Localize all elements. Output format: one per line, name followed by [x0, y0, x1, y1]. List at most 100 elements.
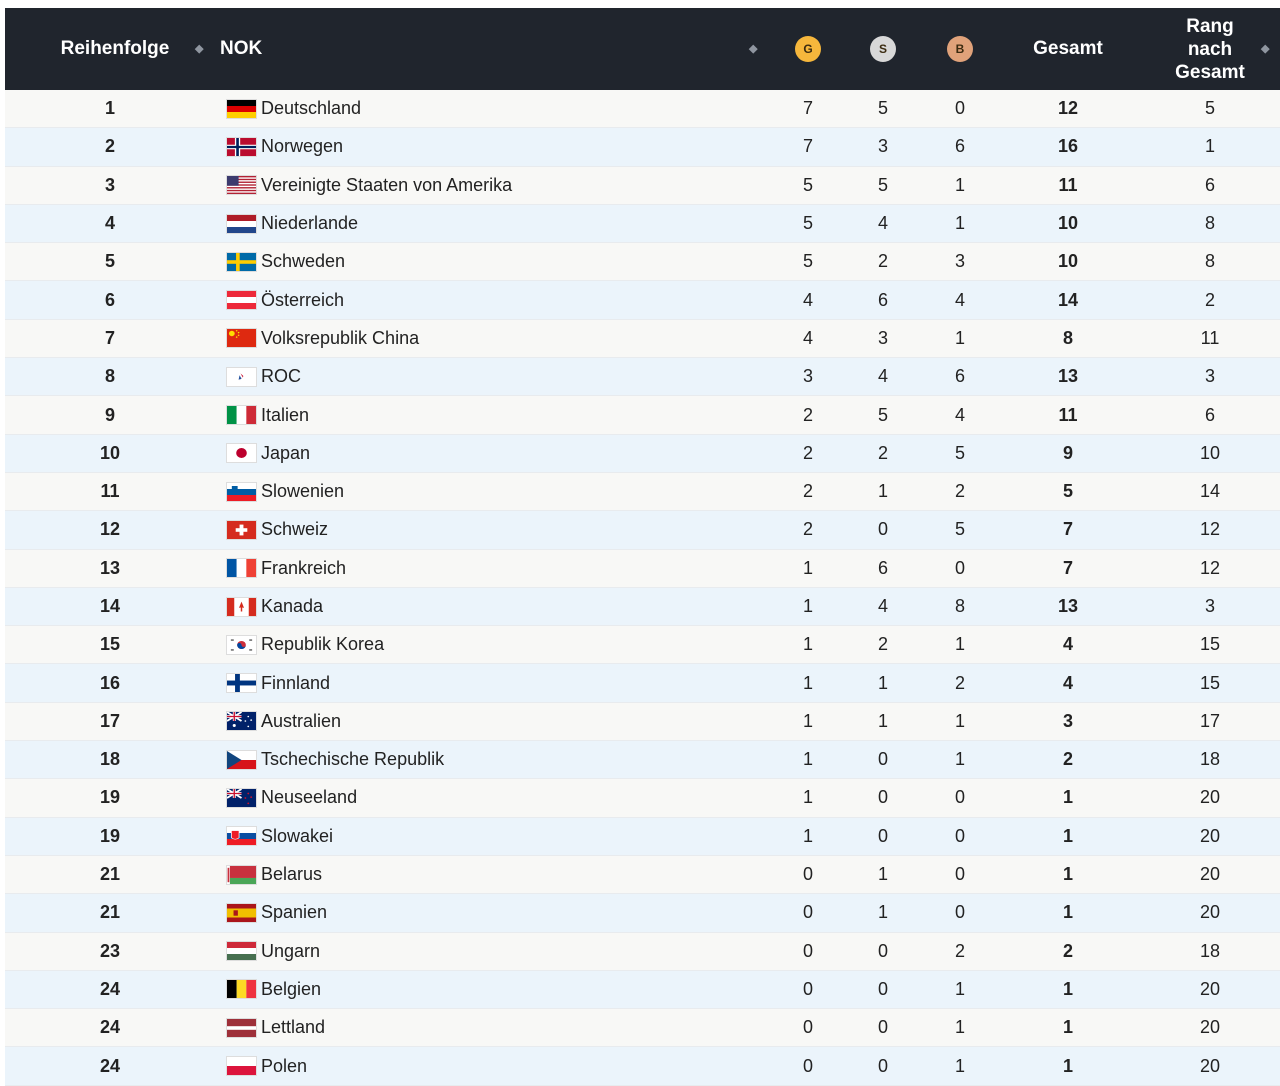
sort-icon[interactable]: ◆ — [195, 43, 204, 55]
nok-cell: Norwegen — [226, 128, 746, 165]
usa-flag — [226, 175, 257, 196]
bronze-count: 1 — [954, 1055, 965, 1076]
total-count: 7 — [1062, 557, 1073, 578]
country-name[interactable]: Lettland — [261, 1017, 326, 1038]
country-name[interactable]: Slowenien — [261, 481, 345, 502]
table-row[interactable]: 21 Belarus 0 1 0 1 20 — [5, 855, 1280, 895]
country-name[interactable]: Belarus — [261, 864, 323, 885]
table-row[interactable]: 7 Volksrepublik China 4 3 1 8 11 — [5, 319, 1280, 359]
table-row[interactable]: 2 Norwegen 7 3 6 16 1 — [5, 128, 1280, 167]
sort-icon[interactable]: ◆ — [749, 43, 758, 55]
table-row[interactable]: 23 Ungarn 0 0 2 2 18 — [5, 932, 1280, 971]
switzerland-flag — [226, 519, 257, 540]
country-name[interactable]: Schweiz — [261, 519, 329, 540]
norway-flag — [226, 136, 257, 157]
gold-count: 5 — [802, 174, 813, 195]
table-row[interactable]: 19 Neuseeland 1 0 0 1 20 — [5, 779, 1280, 818]
table-row[interactable]: 3 Vereinigte Staaten von Amerika 5 5 1 11 6 — [5, 166, 1280, 205]
country-name[interactable]: Belgien — [261, 978, 322, 999]
table-row[interactable]: 1 Deutschland 7 5 0 12 5 — [5, 90, 1280, 129]
nok-cell: Japan — [226, 435, 746, 472]
country-name[interactable]: Kanada — [261, 596, 324, 616]
country-name[interactable]: Deutschland — [261, 98, 362, 119]
country-name[interactable]: Volksrepublik China — [261, 327, 420, 348]
sort-by-bronze-header[interactable]: B — [935, 8, 985, 90]
table-row[interactable]: 8 ROC 3 4 6 13 3 — [5, 358, 1280, 397]
sort-by-rank-total-header[interactable]: Rang nach Gesamt — [1160, 8, 1260, 90]
rank-by-total: 20 — [1199, 1055, 1221, 1076]
table-row[interactable]: 5 Schweden 5 2 3 10 8 — [5, 243, 1280, 282]
gold-count: 1 — [802, 787, 813, 808]
country-name[interactable]: Polen — [261, 1055, 308, 1076]
bronze-count: 4 — [954, 404, 965, 425]
sort-by-silver-header[interactable]: S — [858, 8, 908, 90]
sort-by-nok-header[interactable]: NOK — [220, 8, 265, 90]
nok-cell: Neuseeland — [226, 779, 746, 816]
bronze-medal-icon: B — [947, 36, 973, 62]
sort-by-order-header[interactable]: Reihenfolge — [35, 8, 195, 90]
table-row[interactable]: 24 Belgien 0 0 1 1 20 — [5, 970, 1280, 1010]
bronze-count: 6 — [954, 366, 965, 387]
table-row[interactable]: 18 Tschechische Republik 1 0 1 2 18 — [5, 741, 1280, 780]
sweden-flag — [226, 251, 257, 272]
sort-icon[interactable]: ◆ — [1261, 43, 1270, 55]
country-name[interactable]: Neuseeland — [261, 787, 358, 808]
country-name[interactable]: Republik Korea — [261, 634, 385, 655]
country-name[interactable]: Norwegen — [261, 136, 344, 157]
gold-count: 0 — [802, 940, 813, 961]
country-name[interactable]: Tschechische Republik — [261, 749, 445, 770]
country-name[interactable]: ROC — [261, 366, 301, 387]
bronze-count: 1 — [954, 174, 965, 195]
sort-by-total-header[interactable]: Gesamt — [1018, 8, 1118, 90]
nok-cell: Slowenien — [226, 473, 746, 510]
table-row[interactable]: 19 Slowakei 1 0 0 1 20 — [5, 817, 1280, 856]
table-row[interactable]: 6 Österreich 4 6 4 14 2 — [5, 281, 1280, 320]
table-row[interactable]: 24 Lettland 0 0 1 1 20 — [5, 1009, 1280, 1048]
rank-cell: 24 — [99, 978, 121, 999]
table-row[interactable]: 13 Frankreich 1 6 0 7 12 — [5, 549, 1280, 588]
medal-table: Reihenfolge ◆ NOK ◆ G S B Gesamt Rang na… — [5, 8, 1280, 1086]
gold-count: 2 — [802, 442, 813, 463]
rank-by-total: 12 — [1199, 519, 1221, 540]
gold-count: 3 — [802, 366, 813, 387]
table-row[interactable]: 15 Republik Korea 1 2 1 4 15 — [5, 626, 1280, 665]
silver-count: 4 — [877, 213, 888, 234]
rank-by-total: 15 — [1199, 672, 1221, 693]
country-name[interactable]: Spanien — [261, 902, 328, 923]
country-name[interactable]: Niederlande — [261, 213, 359, 234]
china-flag — [226, 328, 257, 349]
rank-cell: 5 — [104, 251, 115, 272]
country-name[interactable]: Finnland — [261, 672, 331, 693]
nok-cell: Deutschland — [226, 90, 746, 127]
table-row[interactable]: 12 Schweiz 2 0 5 7 12 — [5, 511, 1280, 550]
country-name[interactable]: Schweden — [261, 251, 346, 272]
table-row[interactable]: 21 Spanien 0 1 0 1 20 — [5, 894, 1280, 933]
sort-by-gold-header[interactable]: G — [783, 8, 833, 90]
country-name[interactable]: Italien — [261, 404, 310, 425]
silver-count: 2 — [877, 442, 888, 463]
total-count: 5 — [1062, 481, 1073, 502]
rank-cell: 2 — [104, 136, 115, 157]
country-name[interactable]: Australien — [261, 710, 342, 731]
table-row[interactable]: 11 Slowenien 2 1 2 5 14 — [5, 472, 1280, 512]
netherlands-flag — [226, 213, 257, 234]
silver-count: 4 — [877, 366, 888, 387]
bronze-count: 1 — [954, 213, 965, 234]
country-name[interactable]: Frankreich — [261, 557, 347, 578]
table-row[interactable]: 17 Australien 1 1 1 3 17 — [5, 702, 1280, 742]
table-body: 1 Deutschland 7 5 0 12 5 2 Norwegen 7 3 6 16 1 3 Verein… — [5, 90, 1280, 1086]
silver-count: 1 — [877, 481, 888, 502]
table-row[interactable]: 24 Polen 0 0 1 1 20 — [5, 1047, 1280, 1086]
table-row[interactable]: 9 Italien 2 5 4 11 6 — [5, 396, 1280, 435]
country-name[interactable]: Slowakei — [261, 825, 334, 846]
silver-count: 0 — [877, 825, 888, 846]
total-count: 10 — [1057, 213, 1079, 234]
table-row[interactable]: 4 Niederlande 5 4 1 10 8 — [5, 204, 1280, 244]
country-name[interactable]: Japan — [261, 442, 311, 463]
table-row[interactable]: 14 Kanada 1 4 8 13 3 — [5, 587, 1280, 627]
table-row[interactable]: 10 Japan 2 2 5 9 10 — [5, 434, 1280, 473]
table-row[interactable]: 16 Finnland 1 1 2 4 15 — [5, 664, 1280, 703]
country-name[interactable]: Ungarn — [261, 940, 321, 961]
country-name[interactable]: Österreich — [261, 289, 345, 310]
country-name[interactable]: Vereinigte Staaten von Amerika — [261, 174, 513, 195]
